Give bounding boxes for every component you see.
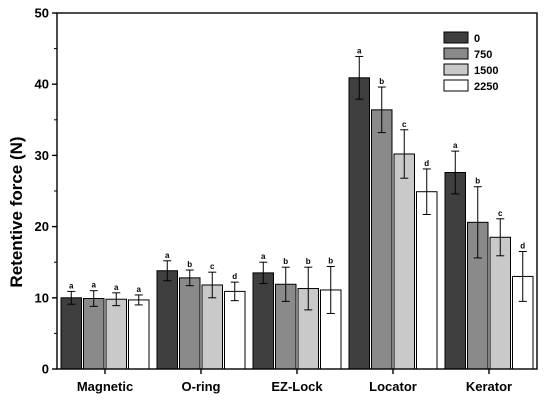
bar: [224, 290, 246, 370]
significance-letter: c: [210, 262, 215, 271]
significance-letter: b: [283, 257, 288, 266]
bar: [105, 298, 127, 370]
bar: [444, 171, 466, 370]
significance-letter: a: [92, 281, 97, 290]
x-category-label: O-ring: [182, 379, 221, 394]
legend-swatch: [443, 79, 469, 92]
bar: [489, 236, 511, 370]
x-category-label: Magnetic: [77, 379, 133, 394]
legend-swatch: [443, 31, 469, 44]
bar: [252, 272, 274, 370]
y-tick-label: 50: [35, 6, 49, 21]
significance-letter: a: [137, 285, 142, 294]
legend-label: 2250: [474, 81, 498, 93]
axes-layer: 0 10 20 30 40 50 Magnetic O-ring EZ-Lock Locator K…: [35, 6, 538, 394]
significance-letter: b: [328, 256, 333, 265]
significance-letter: a: [165, 251, 170, 260]
y-tick-label: 40: [35, 77, 49, 92]
y-tick-label: 30: [35, 148, 49, 163]
legend-label: 0: [474, 33, 480, 45]
legend-label: 750: [474, 49, 492, 61]
bar: [60, 297, 82, 370]
bar: [156, 270, 178, 370]
bar: [179, 277, 201, 370]
bar: [83, 298, 105, 370]
bar: [393, 153, 415, 370]
x-category-label: Kerator: [466, 379, 512, 394]
bar: [128, 299, 150, 370]
legend-label: 1500: [474, 65, 498, 77]
significance-letter: b: [187, 260, 192, 269]
significance-letter: d: [520, 242, 525, 251]
y-tick-label: 0: [42, 362, 49, 377]
significance-letter: b: [475, 177, 480, 186]
bar: [371, 109, 393, 370]
legend-swatch: [443, 47, 469, 60]
significance-letter: a: [69, 281, 74, 290]
bar: [348, 77, 370, 370]
significance-letter: d: [424, 159, 429, 168]
x-category-label: Locator: [369, 379, 417, 394]
y-tick-label: 10: [35, 290, 49, 305]
y-axis-title: Retentive force (N): [7, 136, 26, 287]
significance-letter: c: [402, 120, 407, 129]
significance-letter: a: [453, 141, 458, 150]
bar: [416, 191, 438, 370]
y-tick-label: 20: [35, 219, 49, 234]
legend: 0 750 1500 2250: [443, 31, 498, 93]
significance-letter: b: [306, 257, 311, 266]
significance-letter: a: [114, 283, 119, 292]
significance-letter: c: [498, 209, 503, 218]
significance-letter: a: [261, 252, 266, 261]
bars-layer: a a a a a b c d a b b b a b c d a b c d: [60, 46, 534, 370]
x-category-label: EZ-Lock: [271, 379, 323, 394]
legend-swatch: [443, 63, 469, 76]
significance-letter: a: [357, 46, 362, 55]
significance-letter: d: [232, 272, 237, 281]
significance-letter: b: [379, 77, 384, 86]
